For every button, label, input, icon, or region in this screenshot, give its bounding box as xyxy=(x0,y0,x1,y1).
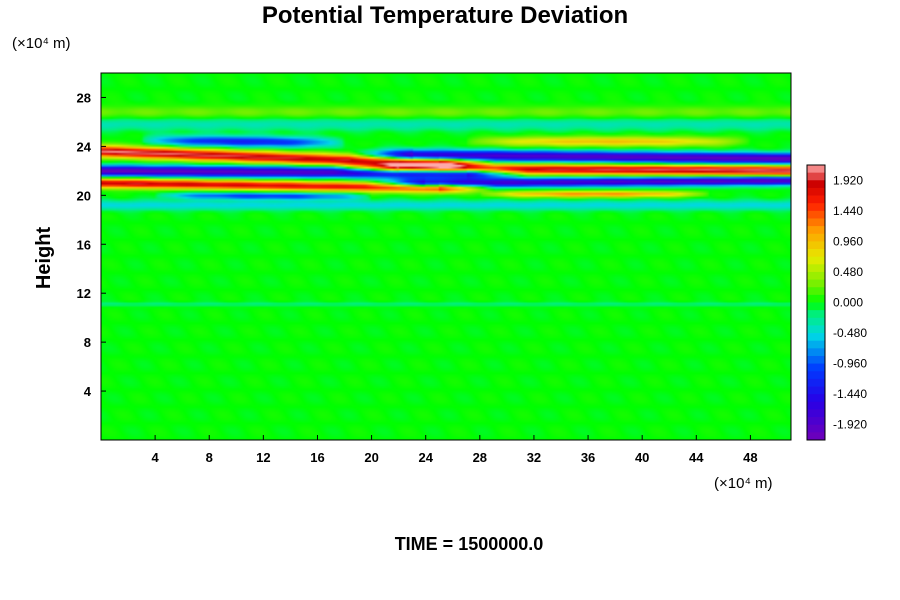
colorbar-ticks: 1.920 1.440 0.960 0.480 0.000 -0.480 -0.960 -1.… xyxy=(833,173,867,431)
colorbar-swatch xyxy=(807,401,825,410)
y-axis-label: Height xyxy=(33,227,55,290)
y-tick-label: 12 xyxy=(77,286,91,301)
colorbar-swatch xyxy=(807,256,825,265)
colorbar-tick-label: 0.960 xyxy=(833,234,863,248)
colorbar-swatch xyxy=(807,249,825,258)
colorbar-swatch xyxy=(807,218,825,227)
time-label: TIME = 1500000.0 xyxy=(395,534,544,554)
colorbar-swatch xyxy=(807,348,825,357)
y-axis-ticks: 4 8 12 16 20 24 28 xyxy=(77,90,106,399)
x-tick-label: 44 xyxy=(689,450,704,465)
x-tick-label: 8 xyxy=(206,450,213,465)
colorbar-swatch xyxy=(807,180,825,189)
x-axis-ticks: 4 8 12 16 20 24 28 32 36 40 44 48 xyxy=(152,435,758,465)
colorbar-swatch xyxy=(807,417,825,426)
y-tick-label: 20 xyxy=(77,188,91,203)
x-unit-label: (×10⁴ m) xyxy=(714,475,773,492)
colorbar-swatch xyxy=(807,302,825,311)
x-tick-label: 48 xyxy=(743,450,757,465)
colorbar-swatch xyxy=(807,355,825,365)
colorbar-swatch xyxy=(807,424,825,433)
colorbar-swatch xyxy=(807,226,825,235)
colorbar-swatch xyxy=(807,203,825,212)
colorbar-swatch xyxy=(807,325,825,334)
colorbar-swatch xyxy=(807,386,825,395)
colorbar: 1.920 1.440 0.960 0.480 0.000 -0.480 -0.960 -1.… xyxy=(806,164,867,441)
colorbar-swatch xyxy=(807,165,825,174)
x-tick-label: 32 xyxy=(527,450,541,465)
colorbar-swatch xyxy=(807,378,825,387)
y-tick-label: 28 xyxy=(77,90,91,105)
x-tick-label: 20 xyxy=(364,450,378,465)
y-tick-label: 4 xyxy=(84,384,92,399)
colorbar-swatch xyxy=(807,172,825,181)
x-tick-label: 4 xyxy=(152,450,160,465)
x-tick-label: 36 xyxy=(581,450,595,465)
x-tick-label: 12 xyxy=(256,450,270,465)
colorbar-swatch xyxy=(807,317,825,326)
x-tick-label: 16 xyxy=(310,450,324,465)
colorbar-swatch xyxy=(807,279,825,288)
heatmap-field xyxy=(101,73,791,440)
colorbar-swatch xyxy=(807,195,825,204)
colorbar-swatch xyxy=(807,287,825,296)
y-tick-label: 16 xyxy=(77,237,91,252)
colorbar-tick-label: -1.440 xyxy=(833,387,867,401)
colorbar-tick-label: 0.480 xyxy=(833,265,863,279)
colorbar-swatch xyxy=(807,340,825,349)
colorbar-tick-label: 1.440 xyxy=(833,204,863,218)
colorbar-swatch xyxy=(807,271,825,280)
colorbar-swatch xyxy=(807,363,825,372)
colorbar-swatch xyxy=(807,294,825,303)
colorbar-swatch xyxy=(807,432,825,441)
colorbar-swatch xyxy=(807,310,825,319)
plot-area xyxy=(100,72,792,441)
colorbar-tick-label: -0.480 xyxy=(833,326,867,340)
colorbar-swatch xyxy=(807,371,825,380)
colorbar-tick-label: -0.960 xyxy=(833,357,867,371)
colorbar-swatches xyxy=(807,165,825,441)
y-tick-label: 24 xyxy=(77,139,92,154)
colorbar-frame xyxy=(806,164,826,441)
x-tick-label: 24 xyxy=(418,450,433,465)
colorbar-swatch xyxy=(807,333,825,342)
colorbar-swatch xyxy=(807,409,825,418)
colorbar-swatch xyxy=(807,264,825,273)
colorbar-swatch xyxy=(807,241,825,250)
colorbar-tick-label: 0.000 xyxy=(833,296,863,310)
colorbar-swatch xyxy=(807,187,825,196)
y-tick-label: 8 xyxy=(84,335,91,350)
x-tick-label: 28 xyxy=(473,450,487,465)
plot-frame xyxy=(100,72,792,441)
chart-title: Potential Temperature Deviation xyxy=(262,2,628,29)
colorbar-swatch xyxy=(807,210,825,219)
y-unit-label: (×10⁴ m) xyxy=(12,35,71,52)
colorbar-tick-label: -1.920 xyxy=(833,418,867,432)
colorbar-swatch xyxy=(807,233,825,242)
colorbar-tick-label: 1.920 xyxy=(833,173,863,187)
x-tick-label: 40 xyxy=(635,450,649,465)
colorbar-swatch xyxy=(807,394,825,403)
